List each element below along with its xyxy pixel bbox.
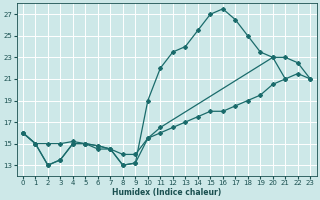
X-axis label: Humidex (Indice chaleur): Humidex (Indice chaleur) [112, 188, 221, 197]
